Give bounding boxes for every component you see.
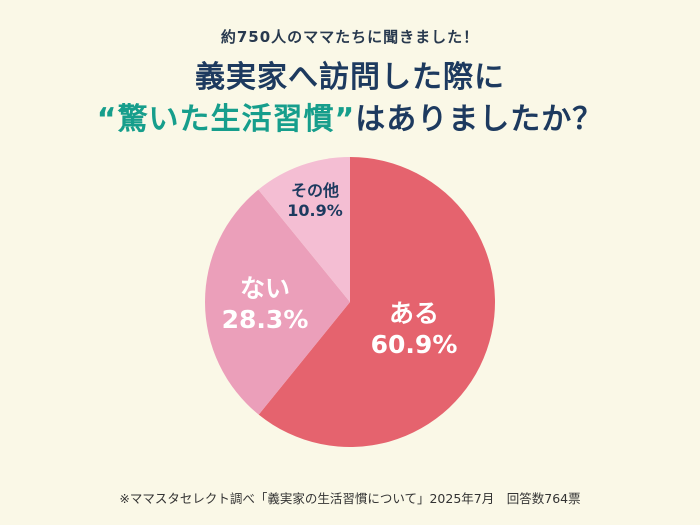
slice-label-nai: ない 28.3% (222, 273, 309, 336)
slice-name: その他 (290, 181, 340, 200)
slice-percent: 10.9% (287, 201, 343, 220)
pie-chart: ある 60.9% ない 28.3% その他 10.9% (205, 157, 495, 447)
title-highlight: “驚いた生活習慣” (96, 102, 356, 137)
slice-label-sonota: その他 10.9% (287, 181, 343, 221)
slice-percent: 60.9% (370, 330, 458, 359)
slice-name: ある (388, 298, 440, 328)
pie-slice-2 (258, 157, 350, 302)
title-line-2-rest: はありましたか？ (355, 102, 604, 137)
chart-title: 義実家へ訪問した際に “驚いた生活習慣”はありましたか？ (0, 57, 700, 141)
pie-slice-0 (258, 157, 495, 447)
survey-kicker: 約750人のママたちに聞きました！ (220, 28, 480, 46)
pie-svg (205, 157, 495, 447)
slice-percent: 28.3% (221, 305, 309, 334)
source-footnote: ※ママスタセレクト調べ「義実家の生活習慣について」2025年7月 回答数764票 (119, 491, 581, 506)
slice-label-aru: ある 60.9% (371, 298, 458, 361)
pie-slice-1 (205, 189, 350, 415)
title-line-2: “驚いた生活習慣”はありましたか？ (0, 99, 700, 141)
slice-name: ない (239, 273, 291, 303)
title-line-1: 義実家へ訪問した際に (195, 60, 505, 95)
